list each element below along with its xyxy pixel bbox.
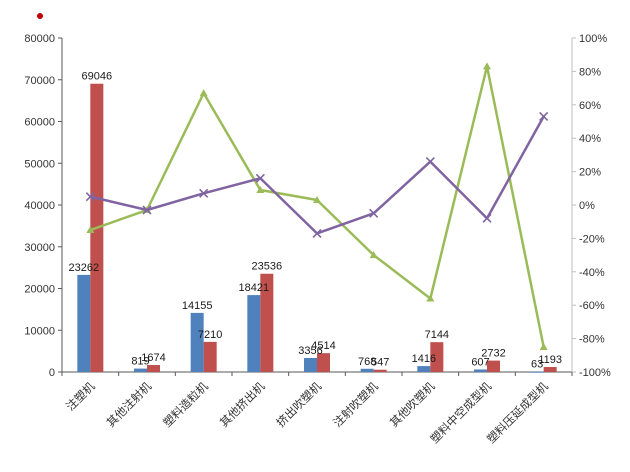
left-tick-label: 60000 (24, 117, 55, 129)
right-tick-label: -40% (579, 267, 605, 279)
bar-blue-bars (474, 369, 487, 372)
left-tick-label: 70000 (24, 75, 55, 87)
bar-value-label: 547 (371, 357, 389, 369)
right-tick-label: -60% (579, 300, 605, 312)
bar-value-label: 1416 (412, 353, 436, 365)
left-tick-label: 30000 (24, 242, 55, 254)
bar-red-bars (147, 365, 160, 372)
right-tick-label: 40% (579, 133, 601, 145)
bar-blue-bars (77, 274, 91, 372)
bar-value-label: 1193 (538, 354, 562, 366)
triangle-marker-icon (369, 251, 378, 259)
bar-value-label: 14155 (182, 300, 213, 312)
x-marker-icon (425, 157, 435, 167)
bar-value-label: 23536 (252, 261, 283, 273)
bar-value-label: 4514 (311, 340, 335, 352)
bar-value-label: 819 (131, 356, 149, 368)
bar-red-bars (487, 360, 500, 372)
bar-data-labels: 23262 819 14155 18421 3356 768 1416 607 63 69046 1… (69, 71, 562, 371)
bar-value-label: 1674 (141, 352, 165, 364)
bar-value-label: 607 (471, 356, 489, 368)
bar-blue-bars (190, 312, 204, 372)
category-label: 其他挤出机 (217, 379, 268, 430)
triangle-marker-icon (86, 226, 95, 234)
category-label: 其他注射机 (104, 379, 155, 430)
left-tick-label: 0 (49, 367, 55, 379)
category-label: 塑料压延成型机 (484, 379, 551, 446)
bar-red-bars (317, 353, 330, 372)
line-series (85, 62, 549, 350)
x-marker-icon (199, 188, 209, 198)
category-label: 注塑机 (63, 379, 98, 414)
bar-red-bars (203, 341, 217, 372)
right-tick-label: 60% (579, 100, 601, 112)
bar-blue-bars (247, 295, 261, 372)
left-tick-label: 80000 (24, 33, 55, 45)
triangle-marker-icon (199, 89, 208, 97)
triangle-marker-icon (313, 195, 321, 203)
right-tick-label: -100% (579, 367, 611, 379)
triangle-marker-icon (539, 342, 548, 350)
x-marker-icon (85, 192, 95, 202)
triangle-marker-icon (426, 294, 435, 302)
bar-value-label: 18421 (239, 282, 270, 294)
category-label: 注射吹塑机 (330, 379, 381, 430)
x-marker-icon (482, 213, 492, 223)
category-label: 挤出吹塑机 (274, 379, 325, 430)
right-tick-label: 0% (579, 200, 595, 212)
bar-blue-bars (360, 368, 374, 372)
right-tick-label: -80% (579, 334, 605, 346)
stray-red-dot (37, 13, 43, 19)
left-tick-label: 10000 (24, 325, 55, 337)
right-tick-label: 20% (579, 167, 601, 179)
x-axis-category-labels: 注塑机 其他注射机 塑料造粒机 其他挤出机 挤出吹塑机 注射吹塑机 其他吹塑机塑料中空成型机… (63, 379, 551, 446)
bar-red-bars (373, 369, 387, 372)
x-marker-icon (539, 111, 549, 122)
category-label: 塑料中空成型机 (427, 379, 494, 446)
bar-blue-bars (530, 371, 544, 373)
bar-value-label: 2732 (481, 348, 505, 360)
right-tick-label: 80% (579, 66, 601, 78)
bar-value-label: 768 (358, 356, 376, 368)
triangle-marker-icon (256, 185, 265, 193)
left-tick-label: 50000 (24, 158, 55, 170)
bar-value-label: 23262 (69, 262, 100, 274)
bar-value-label: 7144 (425, 329, 449, 341)
purple-line (90, 115, 545, 235)
right-tick-label: -20% (579, 233, 605, 245)
left-tick-label: 40000 (24, 200, 55, 212)
bar-red-bars (260, 273, 274, 372)
axes: 0 10000 20000 30000 40000 50000 60000 70000 8000… (24, 33, 611, 379)
x-marker-icon (142, 205, 152, 215)
left-tick-label: 20000 (24, 284, 55, 296)
bar-value-label: 7210 (198, 329, 222, 341)
bar-series (77, 83, 557, 373)
bar-red-bars (543, 367, 557, 372)
x-marker-icon (369, 208, 379, 218)
bar-red-bars (430, 342, 444, 372)
bar-value-label: 69046 (82, 71, 113, 83)
x-marker-icon (255, 173, 265, 183)
bar-value-label: 3356 (298, 345, 322, 357)
bar-value-label: 63 (531, 359, 543, 371)
right-tick-label: 100% (579, 33, 607, 45)
bar-blue-bars (304, 357, 317, 372)
category-label: 塑料造粒机 (160, 379, 211, 430)
bar-blue-bars (134, 368, 147, 372)
triangle-marker-icon (483, 62, 491, 70)
category-label: 其他吹塑机 (387, 379, 438, 430)
bar-blue-bars (417, 366, 431, 372)
x-marker-icon (312, 228, 322, 238)
